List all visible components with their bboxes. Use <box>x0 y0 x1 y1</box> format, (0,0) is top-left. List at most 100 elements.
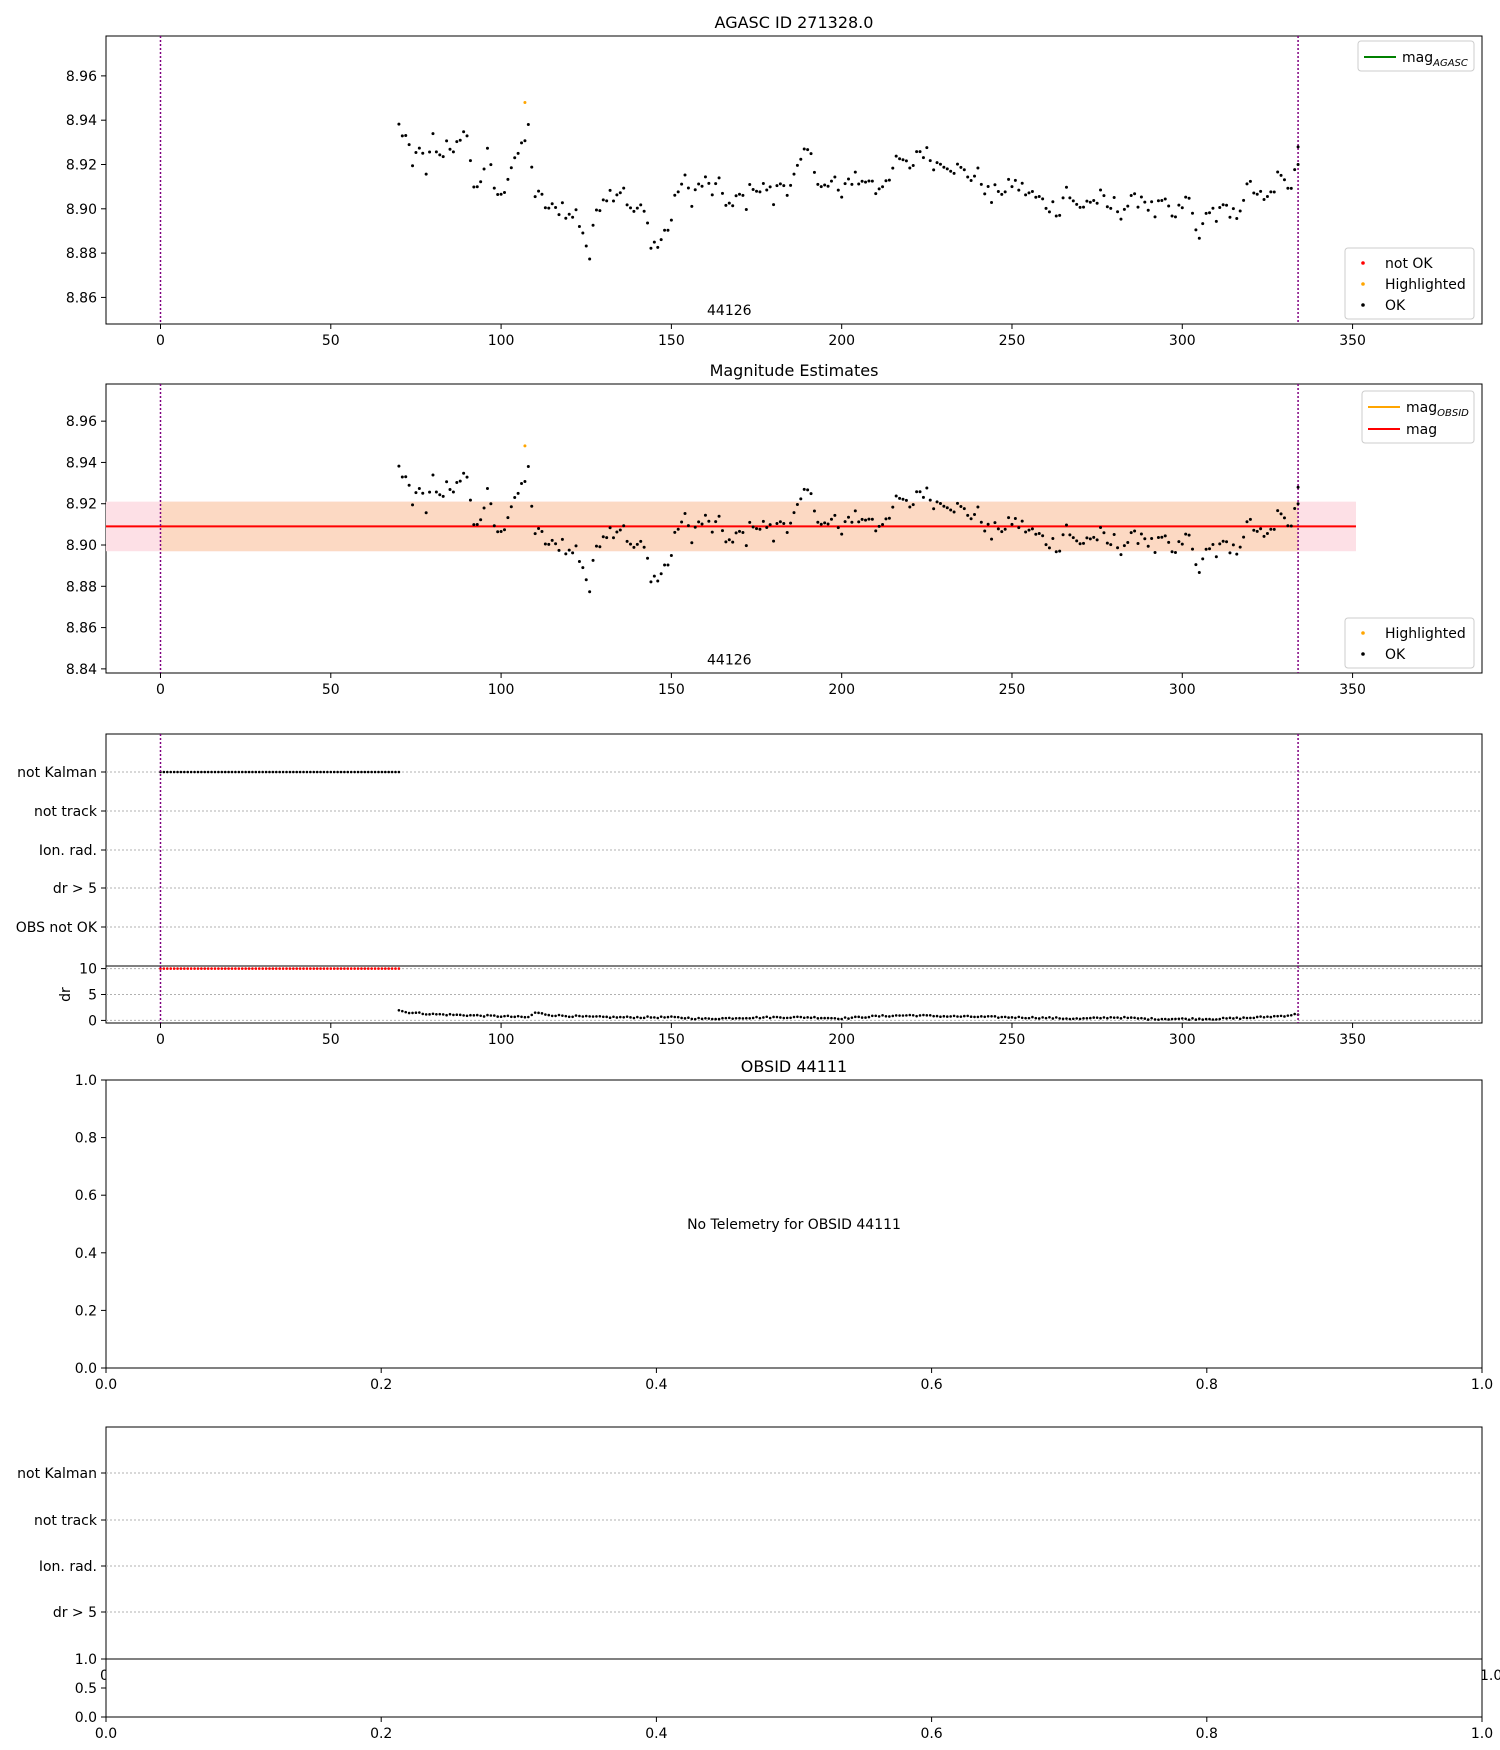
dr-point <box>605 1015 608 1019</box>
x-tick-label: 0 <box>156 333 165 349</box>
ok-point <box>659 572 663 576</box>
dr-point <box>663 1016 666 1019</box>
clipped-dr-point <box>397 967 401 970</box>
dr-point <box>445 1013 448 1017</box>
ok-point <box>1272 190 1276 194</box>
ok-point <box>690 541 694 545</box>
ok-point <box>891 505 895 509</box>
x-tick-label: 150 <box>658 682 685 698</box>
ok-point <box>761 519 765 523</box>
ok-point <box>1136 541 1140 545</box>
dr-point <box>680 1016 683 1020</box>
ok-point <box>434 490 438 494</box>
ok-point <box>1105 541 1109 545</box>
ok-point <box>911 163 915 167</box>
ok-point <box>955 501 959 505</box>
dr-point <box>925 1014 929 1017</box>
ok-point <box>411 503 415 507</box>
dr-point <box>1061 1017 1065 1021</box>
clipped-dr-point <box>315 967 319 970</box>
ok-point <box>649 580 653 584</box>
clipped-dr-point <box>390 967 394 970</box>
ok-point <box>1156 199 1160 203</box>
ok-point <box>1279 512 1283 516</box>
legend-label-text: mag <box>1406 422 1437 438</box>
flag-point <box>264 770 268 774</box>
ok-point <box>686 524 690 528</box>
ok-point <box>445 480 449 484</box>
ok-point <box>1167 540 1171 544</box>
ok-point <box>1126 204 1130 208</box>
ok-point <box>1153 215 1157 219</box>
clipped-dr-point <box>373 967 377 970</box>
dr-point <box>721 1016 724 1020</box>
ok-point <box>1218 542 1222 546</box>
dr-point <box>455 1013 459 1016</box>
ok-point <box>806 488 810 492</box>
ok-point <box>857 520 861 524</box>
ok-point <box>802 487 806 491</box>
ok-point <box>1007 177 1011 181</box>
ok-point <box>853 170 857 174</box>
dr-point <box>588 1015 591 1018</box>
clipped-dr-point <box>217 967 220 970</box>
dr-point <box>1109 1016 1113 1019</box>
y-tick-label: 0.8 <box>75 1131 97 1147</box>
dr-point <box>775 1015 779 1019</box>
ok-point <box>1221 203 1225 207</box>
ok-point <box>935 161 939 165</box>
dr-point <box>465 1014 469 1018</box>
dr-point <box>1003 1015 1007 1019</box>
dr-point <box>762 1016 765 1019</box>
ok-point <box>755 527 759 531</box>
ok-point <box>870 517 874 521</box>
dr-point <box>670 1015 673 1018</box>
ok-point <box>894 154 898 158</box>
ok-point <box>1228 551 1232 555</box>
legend-label-text: mag <box>1406 400 1437 416</box>
legend-label: not OK <box>1385 256 1433 272</box>
category-label: dr > 5 <box>53 881 97 897</box>
flag-point <box>257 770 261 774</box>
ok-point <box>812 170 816 174</box>
dr-point <box>1007 1016 1010 1019</box>
legend-label-subscript: OBSID <box>1437 408 1469 419</box>
ok-point <box>397 122 401 126</box>
x-tick-label: 0.2 <box>370 1377 392 1393</box>
dr-point <box>1160 1017 1164 1021</box>
ok-point <box>629 542 633 546</box>
ok-point <box>680 520 684 524</box>
dr-point <box>438 1012 442 1016</box>
clipped-dr-point <box>162 967 166 970</box>
clipped-dr-point <box>240 967 244 970</box>
ok-point <box>1286 186 1290 190</box>
ok-point <box>877 524 881 528</box>
ok-point <box>901 158 905 162</box>
ok-point <box>588 257 592 261</box>
y-tick-label: 8.84 <box>66 662 97 678</box>
flag-point <box>312 770 316 774</box>
dr-point <box>792 1015 796 1019</box>
ok-point <box>639 203 643 207</box>
ok-point <box>714 182 718 186</box>
ok-point <box>748 182 752 186</box>
flag-point <box>383 770 387 774</box>
ok-point <box>441 155 445 159</box>
ok-point <box>1075 202 1079 206</box>
ok-point <box>1208 211 1212 215</box>
dr-point <box>431 1012 435 1016</box>
ok-point <box>1024 530 1028 534</box>
clipped-dr-point <box>366 967 370 970</box>
ok-point <box>421 151 425 155</box>
ok-point <box>976 166 980 170</box>
ok-point <box>618 191 622 195</box>
ok-point <box>799 157 803 161</box>
dr-point <box>945 1015 949 1018</box>
ok-point <box>1255 529 1259 533</box>
ok-point <box>874 192 878 196</box>
flag-point <box>387 770 390 774</box>
ok-point <box>417 486 421 490</box>
dr-point <box>615 1016 619 1019</box>
ok-point <box>1122 544 1126 548</box>
dr-point <box>707 1017 711 1020</box>
